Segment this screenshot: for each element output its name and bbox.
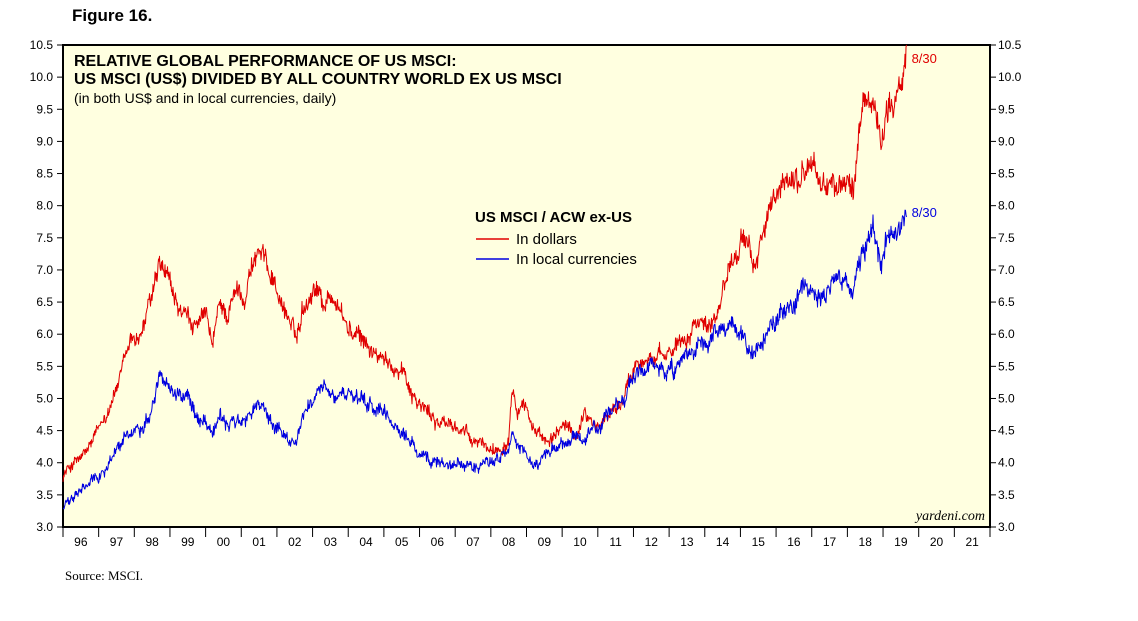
x-tick-label: 16 xyxy=(787,535,801,549)
x-tick-label: 00 xyxy=(217,535,231,549)
x-tick-label: 99 xyxy=(181,535,195,549)
y-tick-label-right: 7.0 xyxy=(998,263,1015,277)
x-tick-label: 03 xyxy=(324,535,338,549)
y-tick-label-right: 4.0 xyxy=(998,456,1015,470)
y-tick-label-left: 9.0 xyxy=(36,134,53,148)
y-axis: 3.0 3.0 3.5 3.5 4.0 4.0 4.5 4.5 5.0 5.0 5.5 5.5 6.0 6… xyxy=(30,38,1022,534)
y-tick-label-left: 6.5 xyxy=(36,295,53,309)
x-tick-label: 11 xyxy=(609,535,622,549)
y-tick-label-left: 3.5 xyxy=(36,488,53,502)
x-tick-label: 17 xyxy=(823,535,837,549)
x-tick-label: 07 xyxy=(466,535,480,549)
x-tick-label: 13 xyxy=(680,535,694,549)
plot-area xyxy=(62,44,991,528)
y-tick-label-left: 4.0 xyxy=(36,456,53,470)
series-end-label: 8/30 xyxy=(912,205,937,220)
y-tick-label-left: 9.5 xyxy=(36,102,53,116)
x-tick-label: 19 xyxy=(894,535,908,549)
x-axis: 96 97 98 99 00 01 02 03 04 05 06 07 08 09 10 11 12 13 14 15… xyxy=(62,527,991,549)
legend-label-dollars: In dollars xyxy=(516,231,577,248)
x-tick-label: 15 xyxy=(752,535,766,549)
y-tick-label-left: 7.0 xyxy=(36,263,53,277)
y-tick-label-right: 5.0 xyxy=(998,391,1015,405)
y-tick-label-right: 8.5 xyxy=(998,167,1015,181)
x-tick-label: 20 xyxy=(930,535,944,549)
y-tick-label-left: 7.5 xyxy=(36,231,53,245)
x-tick-label: 98 xyxy=(145,535,159,549)
chart-title: RELATIVE GLOBAL PERFORMANCE OF US MSCI: xyxy=(74,53,457,70)
source-note: Source: MSCI. xyxy=(65,568,143,583)
y-tick-label-right: 8.0 xyxy=(998,199,1015,213)
x-tick-label: 18 xyxy=(859,535,873,549)
y-tick-label-right: 6.5 xyxy=(998,295,1015,309)
legend-label-local: In local currencies xyxy=(516,251,637,268)
y-tick-label-right: 7.5 xyxy=(998,231,1015,245)
y-tick-label-right: 3.5 xyxy=(998,488,1015,502)
y-tick-label-right: 10.0 xyxy=(998,70,1022,84)
x-tick-label: 08 xyxy=(502,535,516,549)
series-layer: 8/30 8/30 xyxy=(62,44,937,510)
y-tick-label-left: 4.5 xyxy=(36,424,53,438)
y-tick-label-left: 3.0 xyxy=(36,520,53,534)
y-tick-label-right: 10.5 xyxy=(998,38,1022,52)
series-end-label: 8/30 xyxy=(912,51,937,66)
x-tick-label: 12 xyxy=(645,535,659,549)
y-tick-label-left: 5.0 xyxy=(36,391,53,405)
y-tick-label-left: 5.5 xyxy=(36,359,53,373)
y-tick-label-left: 8.0 xyxy=(36,199,53,213)
y-tick-label-left: 6.0 xyxy=(36,327,53,341)
series-line xyxy=(62,209,907,510)
x-tick-label: 09 xyxy=(538,535,552,549)
y-tick-label-right: 6.0 xyxy=(998,327,1015,341)
y-tick-label-right: 9.5 xyxy=(998,102,1015,116)
x-tick-label: 04 xyxy=(359,535,373,549)
y-tick-label-left: 10.0 xyxy=(30,70,54,84)
figure-label: Figure 16. xyxy=(72,6,153,25)
x-tick-label: 21 xyxy=(965,535,979,549)
chart-subtitle: (in both US$ and in local currencies, da… xyxy=(74,90,336,106)
legend-title: US MSCI / ACW ex-US xyxy=(475,209,632,226)
y-tick-label-right: 3.0 xyxy=(998,520,1015,534)
brand-label: yardeni.com xyxy=(914,509,985,524)
x-tick-label: 06 xyxy=(431,535,445,549)
y-tick-label-left: 8.5 xyxy=(36,167,53,181)
x-tick-label: 01 xyxy=(252,535,266,549)
chart-title-line2: US MSCI (US$) DIVIDED BY ALL COUNTRY WOR… xyxy=(74,71,562,88)
y-tick-label-left: 10.5 xyxy=(30,38,54,52)
series-line xyxy=(62,44,907,482)
x-tick-label: 97 xyxy=(110,535,124,549)
y-tick-label-right: 4.5 xyxy=(998,424,1015,438)
x-tick-label: 14 xyxy=(716,535,730,549)
x-tick-label: 96 xyxy=(74,535,88,549)
y-tick-label-right: 5.5 xyxy=(998,359,1015,373)
x-tick-label: 05 xyxy=(395,535,409,549)
y-tick-label-right: 9.0 xyxy=(998,134,1015,148)
x-tick-label: 10 xyxy=(573,535,587,549)
x-tick-label: 02 xyxy=(288,535,302,549)
